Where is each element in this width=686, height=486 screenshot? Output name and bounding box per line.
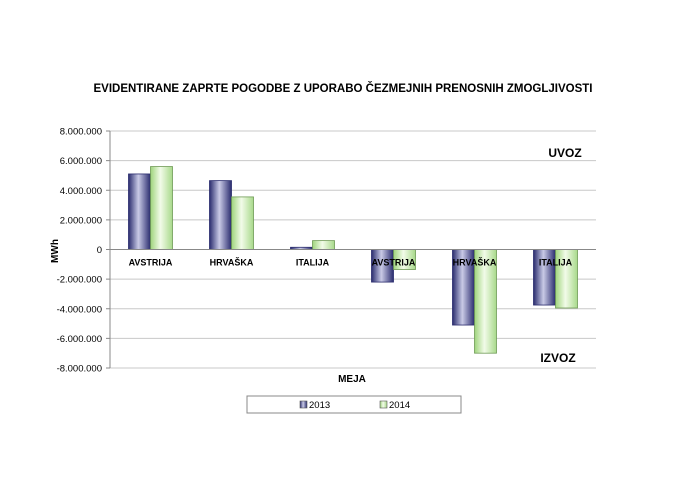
x-category-label: ITALIJA <box>296 258 330 268</box>
x-category-label: HRVAŠKA <box>453 257 497 268</box>
bar-2013-0 <box>128 173 151 250</box>
y-axis-label: MWh <box>50 239 61 263</box>
legend: 2013 2014 <box>246 395 462 414</box>
x-category-label: HRVAŠKA <box>210 257 254 268</box>
y-tick-label: 6.000.000 <box>60 156 102 167</box>
y-tick-label: -2.000.000 <box>57 275 102 286</box>
annotation-export: IZVOZ <box>540 351 575 365</box>
chart-title: EVIDENTIRANE ZAPRTE POGODBE Z UPORABO ČE… <box>93 82 592 95</box>
y-tick-label: 8.000.000 <box>60 127 102 138</box>
bar-2014-0 <box>150 166 173 250</box>
bar-2014-2 <box>312 240 335 250</box>
bars <box>110 166 596 354</box>
x-category-label: ITALIJA <box>539 258 573 268</box>
legend-swatch-2014 <box>379 400 388 409</box>
y-tick-label: 0 <box>97 245 102 256</box>
y-tick-label: -8.000.000 <box>57 364 102 375</box>
bar-2013-1 <box>209 180 232 250</box>
annotation-import: UVOZ <box>548 146 581 160</box>
legend-swatch-2013 <box>299 400 308 409</box>
y-axis-ticks: 8.000.000 6.000.000 4.000.000 2.000.000 0 -2.… <box>57 127 110 375</box>
x-category-label: AVSTRIJA <box>372 258 416 268</box>
y-tick-label: -6.000.000 <box>57 334 102 345</box>
x-axis-label: MEJA <box>338 374 366 385</box>
y-tick-label: -4.000.000 <box>57 304 102 315</box>
y-tick-label: 4.000.000 <box>60 186 102 197</box>
y-tick-label: 2.000.000 <box>60 215 102 226</box>
legend-label-2014: 2014 <box>389 400 410 411</box>
category-labels: AVSTRIJA HRVAŠKA ITALIJA AVSTRIJA HRVAŠKA ITA… <box>129 257 573 268</box>
legend-label-2013: 2013 <box>309 400 330 411</box>
bar-2014-1 <box>231 196 254 250</box>
x-category-label: AVSTRIJA <box>129 258 173 268</box>
legend-box <box>246 395 462 414</box>
